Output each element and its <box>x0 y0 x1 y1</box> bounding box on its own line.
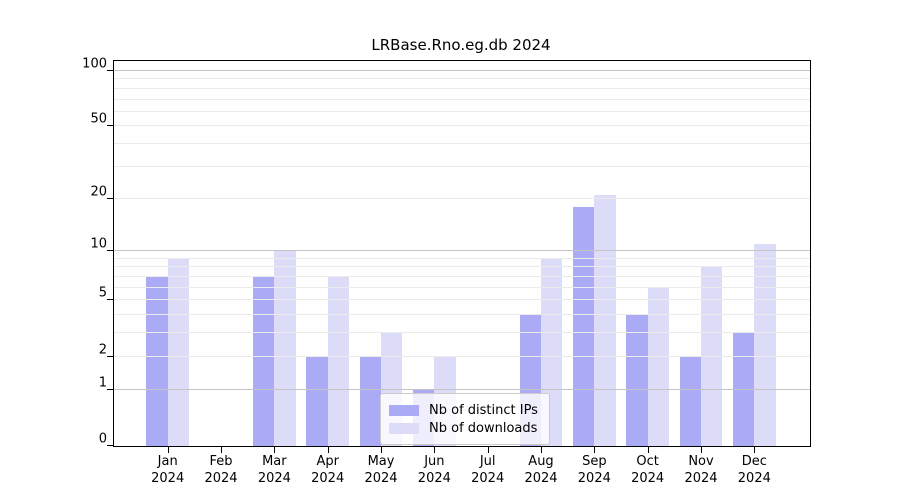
grid-line-major <box>114 250 810 252</box>
grid-line-minor <box>114 87 810 89</box>
x-tick-label: Mar 2024 <box>257 454 291 486</box>
legend-swatch-downloads <box>389 422 419 434</box>
y-tick-mark <box>107 388 114 390</box>
grid-line-minor <box>114 286 810 288</box>
plot-area: 100 50 20 10 5 2 1 0 Dec 2024 Nov 2024 Oct 2024 Sep 202… <box>82 56 811 486</box>
legend-label: Nb of downloads <box>429 420 538 436</box>
x-tick-mark <box>434 446 436 453</box>
x-tick-mark <box>754 446 756 453</box>
grid-line-minor <box>114 275 810 277</box>
grid-line-major <box>114 69 810 71</box>
y-tick-label: 2 <box>98 342 107 358</box>
x-tick-label: Dec 2024 <box>737 454 771 486</box>
x-tick-label: Nov 2024 <box>684 454 718 486</box>
bar-downloads <box>167 258 189 446</box>
x-tick-label: Apr 2024 <box>311 454 345 486</box>
y-tick-label: 0 <box>98 431 107 447</box>
legend-item-downloads: Nb of downloads <box>389 420 539 436</box>
x-tick-mark <box>647 446 649 453</box>
x-tick-mark <box>701 446 702 453</box>
x-tick-label: Feb 2024 <box>204 454 238 486</box>
grid-line-minor <box>114 110 810 112</box>
y-tick-mark <box>107 197 114 199</box>
grid-line-minor <box>114 165 810 167</box>
y-tick-label: 10 <box>90 236 107 252</box>
bar-downloads <box>754 244 776 446</box>
x-tick-mark <box>327 446 329 453</box>
x-tick-label: Aug 2024 <box>524 454 558 486</box>
y-tick-mark <box>107 355 114 357</box>
legend-label: Nb of distinct IPs <box>429 402 538 418</box>
grid-line-minor <box>114 143 810 145</box>
x-tick-label: Oct 2024 <box>631 454 665 486</box>
grid-line-minor <box>114 314 810 316</box>
y-tick-label: 20 <box>90 184 107 200</box>
x-tick-label: Jan 2024 <box>151 454 185 486</box>
grid-line-minor <box>114 197 810 199</box>
bar-distinct-ips <box>146 276 168 446</box>
grid-line-minor <box>114 299 810 301</box>
legend-item-distinct-ips: Nb of distinct IPs <box>389 402 539 418</box>
grid-line-minor <box>114 78 810 80</box>
grid-line-minor <box>114 355 810 357</box>
x-tick-mark <box>221 446 223 453</box>
x-tick-mark <box>541 446 542 453</box>
y-tick-mark <box>107 125 114 127</box>
grid-line-minor <box>114 257 810 259</box>
bar-distinct-ips <box>253 276 275 446</box>
bar-downloads <box>594 194 616 446</box>
x-tick-label: Sep 2024 <box>577 454 611 486</box>
y-tick-mark <box>107 69 114 71</box>
x-tick-mark <box>167 446 169 453</box>
grid-line-minor <box>114 98 810 100</box>
y-tick-label: 50 <box>90 111 107 127</box>
bar-distinct-ips <box>573 206 595 446</box>
x-tick-mark <box>274 446 276 453</box>
y-tick-label: 1 <box>98 375 107 391</box>
y-tick-mark <box>107 445 114 446</box>
x-tick-mark <box>594 446 596 453</box>
bar-distinct-ips <box>679 356 701 446</box>
grid-line-minor <box>114 266 810 268</box>
x-tick-label: Jun 2024 <box>417 454 451 486</box>
bar-downloads <box>327 276 349 446</box>
x-tick-mark <box>487 446 489 453</box>
legend-swatch-distinct-ips <box>389 404 419 416</box>
bar-distinct-ips <box>306 356 328 446</box>
bar-distinct-ips <box>359 356 382 446</box>
bar-distinct-ips <box>733 333 755 446</box>
y-tick-label: 100 <box>82 56 107 72</box>
x-tick-label: Jul 2024 <box>471 454 505 486</box>
y-tick-mark <box>107 299 114 301</box>
y-tick-mark <box>107 250 114 252</box>
grid-line-minor <box>114 125 810 127</box>
grid-line-major <box>114 388 810 390</box>
bar-distinct-ips <box>626 315 648 446</box>
y-tick-label: 5 <box>98 285 107 301</box>
x-tick-label: May 2024 <box>364 454 398 486</box>
grid-line-minor <box>114 332 810 334</box>
legend: Nb of distinct IPs Nb of downloads <box>380 393 550 445</box>
bar-downloads <box>647 287 669 446</box>
x-tick-mark <box>381 446 383 453</box>
bar-downloads <box>274 251 296 446</box>
chart-title: LRBase.Rno.eg.db 2024 <box>371 36 551 54</box>
